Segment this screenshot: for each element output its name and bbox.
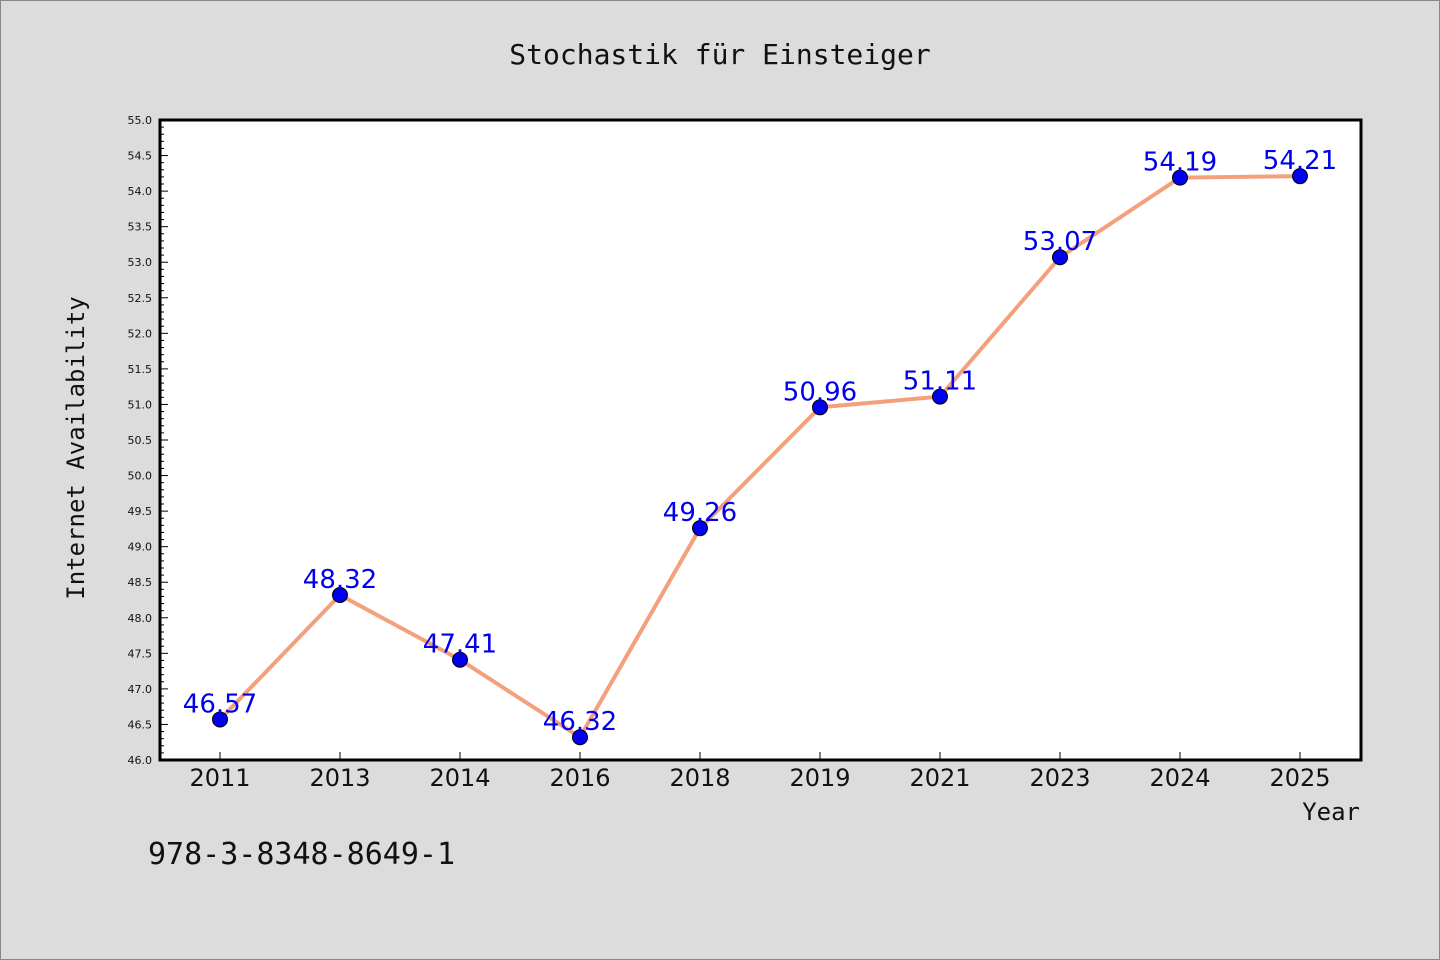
data-label: 50.96 [783, 377, 857, 407]
y-tick-label: 46.5 [128, 718, 153, 731]
data-label: 54.21 [1263, 146, 1337, 176]
data-label: 54.19 [1143, 148, 1217, 178]
y-axis: 46.0 46.5 47.0 47.5 48.0 48.5 49.0 49.5 50.0 50.5… [128, 114, 168, 767]
y-tick-label: 46.0 [128, 754, 153, 767]
y-tick-label: 49.5 [128, 505, 153, 518]
data-point [932, 388, 948, 405]
x-tick-label: 2014 [429, 764, 490, 792]
y-tick-label: 55.0 [128, 114, 153, 127]
x-axis: 2011 2013 2014 2016 2018 2019 2021 2023 2024 2025 [189, 752, 1331, 792]
data-point [332, 587, 348, 604]
y-tick-label: 51.0 [128, 398, 153, 411]
data-point [1052, 249, 1068, 266]
y-tick-label: 48.5 [128, 576, 153, 589]
data-point [692, 520, 708, 537]
y-tick-label: 47.0 [128, 683, 153, 696]
x-tick-label: 2011 [189, 764, 250, 792]
series-line [218, 174, 1301, 740]
x-tick-label: 2019 [789, 764, 850, 792]
plot-area [158, 118, 1363, 762]
isbn-text: 978-3-8348-8649-1 [148, 837, 455, 872]
data-point [572, 729, 588, 746]
data-label: 53.07 [1023, 227, 1097, 257]
x-tick-label: 2023 [1029, 764, 1090, 792]
y-tick-label: 54.0 [128, 185, 153, 198]
data-point [212, 711, 228, 728]
data-label: 51.11 [903, 367, 977, 397]
data-point [1292, 168, 1308, 185]
x-tick-label: 2018 [669, 764, 730, 792]
y-tick-label: 52.5 [128, 292, 153, 305]
data-label: 49.26 [663, 498, 737, 528]
chart-title: Stochastik für Einsteiger [509, 38, 930, 71]
data-label: 46.57 [183, 689, 257, 719]
y-tick-label: 53.5 [128, 221, 153, 234]
data-point [1172, 169, 1188, 186]
data-point [452, 651, 468, 668]
series-group [212, 168, 1308, 746]
x-tick-label: 2024 [1149, 764, 1210, 792]
y-tick-label: 50.0 [128, 470, 153, 483]
y-tick-label: 50.5 [128, 434, 153, 447]
data-labels-group: 46.57 48.32 47.41 46.32 49.26 50.96 51.11 53.07… [183, 146, 1337, 737]
x-tick-label: 2025 [1269, 764, 1330, 792]
data-label: 48.32 [303, 565, 377, 595]
x-tick-label: 2021 [909, 764, 970, 792]
x-tick-label: 2016 [549, 764, 610, 792]
y-tick-label: 52.0 [128, 327, 153, 340]
y-axis-title: Internet Availability [62, 296, 90, 599]
x-axis-title: Year [1302, 798, 1360, 826]
y-tick-label: 51.5 [128, 363, 153, 376]
y-tick-label: 47.5 [128, 647, 153, 660]
y-tick-label: 54.5 [128, 150, 153, 163]
data-label: 47.41 [423, 630, 497, 660]
data-label: 46.32 [543, 707, 617, 737]
y-tick-label: 53.0 [128, 256, 153, 269]
y-tick-label: 48.0 [128, 612, 153, 625]
y-tick-label: 49.0 [128, 541, 153, 554]
x-tick-label: 2013 [309, 764, 370, 792]
data-point [812, 399, 828, 416]
